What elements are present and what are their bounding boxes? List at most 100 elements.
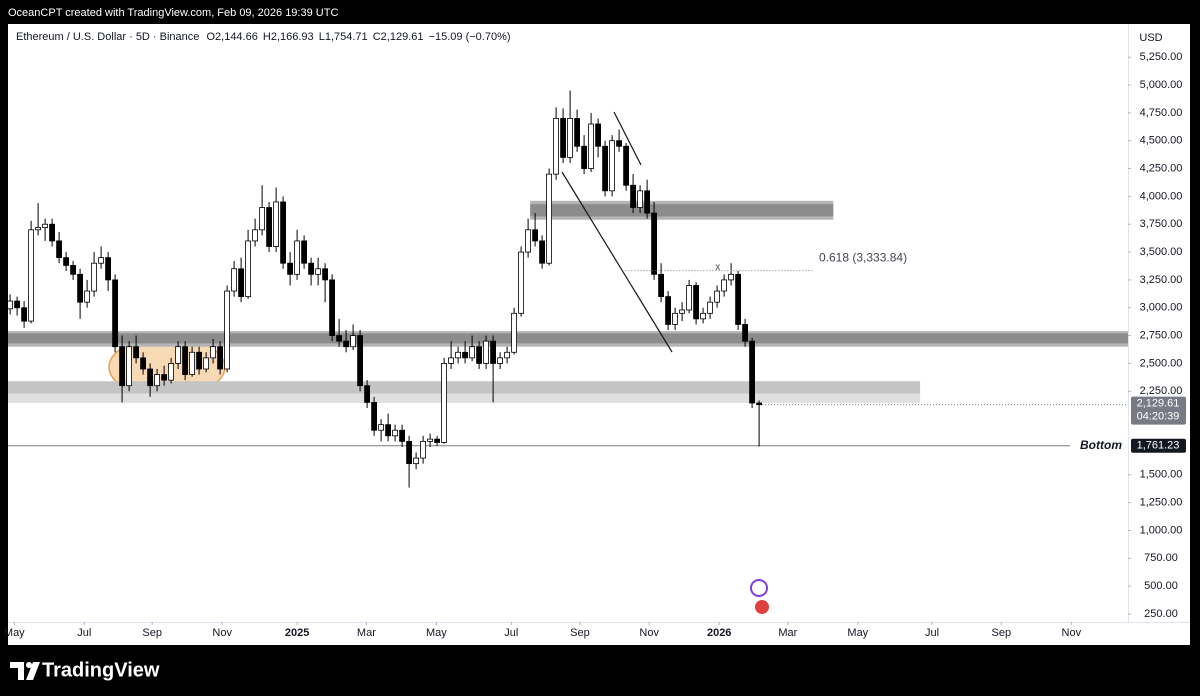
x-tick-label: Mar (778, 627, 797, 639)
x-tick-label: Nov (1062, 627, 1082, 639)
candle-body (630, 184, 636, 208)
candle-body (574, 118, 580, 147)
x-tick-label: Jul (504, 627, 518, 639)
candle-body (560, 118, 566, 158)
candle-body (315, 268, 322, 275)
x-tick-label: May (847, 627, 868, 639)
countdown-label: 04:20:39 (1137, 411, 1180, 423)
y-tick-label: 1,250.00 (1140, 497, 1183, 509)
fib-label: 0.618 (3,333.84) (819, 251, 907, 265)
candle-body (462, 351, 469, 359)
candle-body (84, 290, 90, 303)
symbol: Ethereum / U.S. Dollar · 5D · Binance (16, 31, 199, 43)
candle-body (217, 346, 224, 370)
x-tick-label: Nov (639, 627, 659, 639)
currency: USD (1139, 32, 1162, 44)
candle-body (245, 240, 252, 298)
candle-body (728, 273, 734, 281)
candle-body (490, 340, 497, 364)
candle-body (693, 285, 699, 320)
ohlc-open: O2,144.66 (206, 31, 257, 43)
candle-body (504, 351, 511, 359)
candle-body (126, 346, 132, 387)
candle-body (14, 300, 21, 309)
x-tick-label: May (4, 627, 25, 639)
bottom-price-tag (1131, 438, 1186, 453)
y-tick-label: 500.00 (1144, 580, 1178, 592)
symbol-legend: Ethereum / U.S. Dollar · 5D · Binance O2… (16, 31, 511, 43)
candle-body (42, 223, 48, 228)
candle-body (182, 346, 189, 375)
candle-body (679, 309, 685, 314)
candle-body (133, 346, 140, 359)
candle-body (238, 268, 245, 298)
candle-body (469, 346, 476, 359)
trend-line (613, 111, 642, 166)
candle-body (448, 357, 455, 364)
y-tick-label: 2,250.00 (1140, 385, 1183, 397)
candle-body (413, 457, 420, 465)
candle-body (644, 190, 650, 214)
candle-body (329, 279, 336, 336)
candle-body (350, 335, 357, 348)
credit: OceanCPT created with TradingView.com, F… (8, 7, 338, 19)
x-tick-label: Mar (357, 627, 376, 639)
candle-body (483, 340, 490, 364)
candle-body (441, 363, 448, 443)
brand-logo-dot (26, 662, 32, 668)
ohlc-low: L1,754.71 (319, 31, 368, 43)
candle-body (658, 273, 664, 298)
candle-body (420, 440, 427, 459)
candle-body (700, 312, 706, 320)
candle-body (602, 145, 608, 192)
candle-body (252, 229, 259, 242)
candle-body (378, 424, 385, 431)
candle-body (399, 429, 406, 442)
y-tick-label: 5,250.00 (1140, 51, 1183, 63)
candle-body (434, 438, 441, 443)
x-tick-label: Sep (142, 627, 162, 639)
candle-body (168, 363, 175, 381)
y-tick-label: 3,750.00 (1140, 218, 1183, 230)
brand-name: TradingView (42, 659, 160, 681)
candle-body (203, 357, 210, 370)
candle-body (532, 229, 538, 242)
candle-body (147, 368, 154, 387)
candle-body (406, 440, 413, 465)
candle-body (98, 257, 104, 264)
y-tick-label: 4,000.00 (1140, 190, 1183, 202)
y-tick-label: 3,000.00 (1140, 302, 1183, 314)
candle-body (224, 290, 231, 370)
change: −15.09 (−0.70%) (429, 31, 511, 43)
bottom-label: Bottom (1080, 438, 1122, 452)
candle-body (259, 207, 266, 231)
candle-body (161, 374, 168, 381)
event-icon (750, 579, 768, 597)
candle-body (595, 123, 601, 147)
candle-body (665, 296, 671, 325)
candle-body (756, 402, 762, 406)
candle-body (105, 257, 111, 281)
candle-body (721, 279, 727, 292)
candle-body (511, 312, 518, 353)
zone (8, 333, 1128, 344)
last-price-tag (1131, 396, 1186, 425)
candle-body (21, 307, 28, 322)
candle-body (231, 268, 238, 292)
candle-body (455, 351, 462, 359)
y-tick-label: 1,500.00 (1140, 469, 1183, 481)
candle-body (686, 285, 692, 311)
candle-body (735, 273, 741, 325)
candle-body (567, 118, 573, 158)
candle-body (322, 268, 329, 281)
last-price-label: 2,129.61 (1137, 398, 1180, 410)
zone (8, 393, 921, 403)
y-tick-label: 750.00 (1144, 552, 1178, 564)
candle-body (581, 145, 587, 169)
brand-logo (10, 662, 40, 680)
ohlc-close: C2,129.61 (373, 31, 424, 43)
y-tick-label: 3,500.00 (1140, 246, 1183, 258)
candle-body (742, 324, 748, 342)
candle-body (714, 290, 720, 303)
